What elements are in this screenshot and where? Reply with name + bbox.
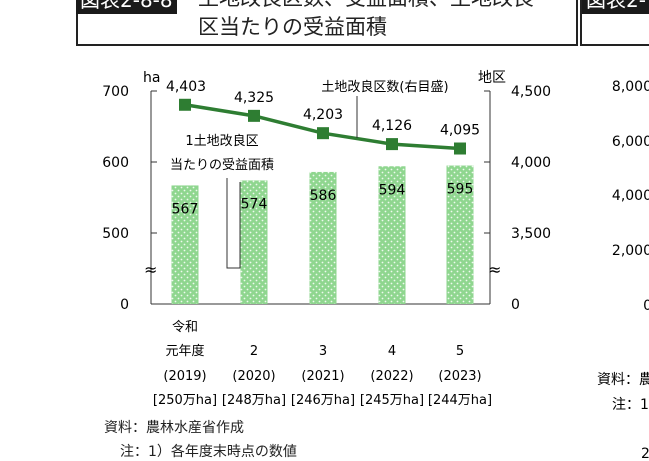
line-value-label: 4,203 — [303, 107, 343, 123]
category-label-era: 令和 — [172, 320, 198, 335]
bar — [240, 180, 268, 304]
right-tick-label: 0 — [511, 297, 520, 313]
bar-value-label: 586 — [310, 188, 337, 204]
left-tick-label: 600 — [102, 155, 129, 171]
next-figure-title-box: 図表2- — [580, 0, 649, 46]
side-panel-bottom-fragment: 2 — [641, 446, 649, 459]
left-tick-label: 500 — [102, 226, 129, 242]
right-tick-label: 3,500 — [511, 226, 551, 242]
bar-series-label-line-2: 当たりの受益面積 — [170, 158, 274, 173]
bar — [309, 171, 337, 304]
line-series-marker — [179, 98, 191, 111]
left-tick-label: 0 — [120, 297, 129, 313]
category-area-label: [244万ha] — [428, 393, 492, 408]
line-series-marker — [317, 127, 329, 140]
line-series-label: 土地改良区数(右目盛) — [321, 79, 448, 95]
footnote: 注：1）各年度末時点の数値 — [120, 444, 297, 460]
category-year-label: (2020) — [232, 369, 275, 384]
figure-title: 土地改良区数、受益面積、土地改良 区当たりの受益面積 — [198, 0, 534, 42]
source-note: 資料：農林水産省作成 — [104, 420, 244, 436]
bar-value-label: 574 — [241, 196, 268, 212]
category-year-label: (2023) — [438, 369, 481, 384]
bar-value-label: 594 — [379, 182, 406, 198]
left-tick-label: 700 — [102, 84, 129, 100]
category-year-label: (2021) — [301, 369, 344, 384]
side-panel-source-fragment: 資料：農 — [597, 372, 649, 388]
right-tick-label: 4,000 — [511, 155, 551, 171]
side-panel-tick-label: 0 — [643, 298, 649, 314]
next-figure-label: 図表2- — [582, 0, 649, 14]
right-axis-break: ≈ — [488, 260, 501, 279]
category-label: 4 — [388, 344, 396, 359]
figure-title-line-2: 区当たりの受益面積 — [198, 15, 387, 39]
line-series-marker — [386, 138, 398, 151]
category-area-label: [245万ha] — [360, 393, 424, 408]
side-panel-tick-label: 8,000 — [612, 79, 649, 95]
category-label: 5 — [456, 344, 464, 359]
right-axis-unit: 地区 — [478, 70, 506, 86]
figure-title-line-1: 土地改良区数、受益面積、土地改良 — [198, 0, 534, 13]
side-panel-tick-label: 6,000 — [612, 134, 649, 150]
side-panel-tick-label: 4,000 — [612, 188, 649, 204]
category-year-label: (2022) — [370, 369, 413, 384]
category-area-label: [250万ha] — [153, 393, 217, 408]
line-series-marker — [454, 142, 466, 155]
bar — [446, 165, 474, 304]
category-label: 元年度 — [165, 343, 204, 359]
bar-value-label: 567 — [172, 201, 199, 217]
left-axis-break: ≈ — [144, 260, 157, 279]
category-area-label: [248万ha] — [222, 393, 286, 408]
bar — [378, 166, 406, 304]
side-panel-tick-label: 2,000 — [612, 243, 649, 259]
line-value-label: 4,095 — [440, 123, 480, 139]
line-series-marker — [248, 109, 260, 122]
figure-title-box: 図表2-8-8 土地改良区数、受益面積、土地改良 区当たりの受益面積 — [76, 0, 578, 46]
bar — [171, 185, 199, 304]
line-value-label: 4,325 — [234, 90, 274, 106]
line-value-label: 4,403 — [166, 79, 206, 95]
bar-value-label: 595 — [447, 182, 474, 198]
figure-label: 図表2-8-8 — [76, 0, 177, 14]
category-year-label: (2019) — [163, 369, 206, 384]
category-label: 3 — [319, 344, 327, 359]
category-area-label: [246万ha] — [291, 393, 355, 408]
bar-series-leader-line — [226, 178, 241, 269]
bar-series-label-line-1: 1土地改良区 — [185, 133, 258, 149]
category-label: 2 — [250, 344, 258, 359]
line-value-label: 4,126 — [372, 118, 412, 134]
left-axis-unit: ha — [143, 70, 160, 86]
side-panel-note-fragment: 注：1 — [612, 397, 649, 413]
right-tick-label: 4,500 — [511, 84, 551, 100]
